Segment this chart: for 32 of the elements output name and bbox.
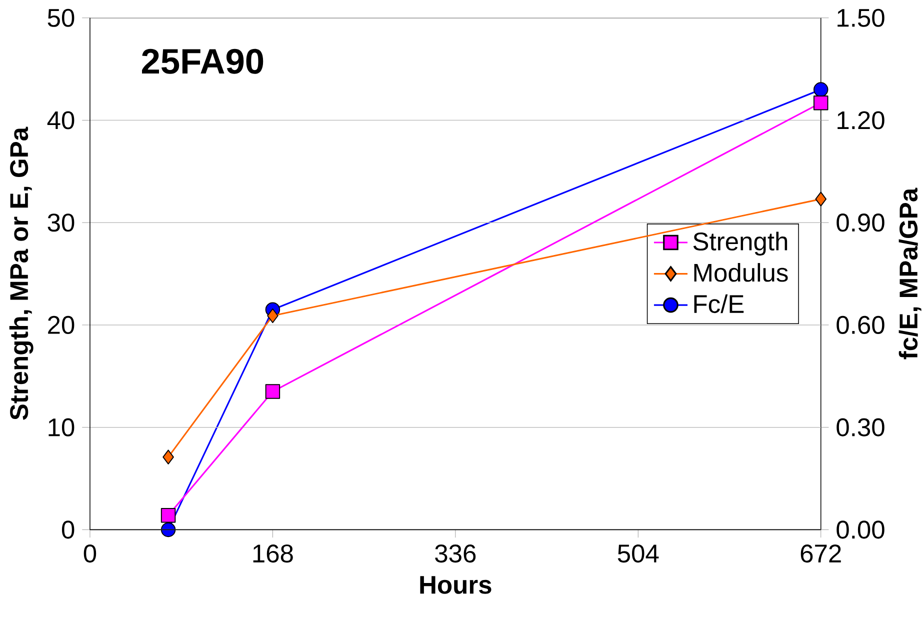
point xyxy=(160,508,176,523)
y-axis-title: Strength, MPa or E, GPa xyxy=(9,126,34,420)
x-axis-title: Hours xyxy=(420,576,492,594)
legend-label: Modulus xyxy=(694,263,788,282)
text: 25FA90 xyxy=(142,48,264,74)
point xyxy=(160,522,176,538)
point xyxy=(265,384,280,399)
y-tick-label: 0 xyxy=(62,520,74,539)
x-tick-label: 0 xyxy=(84,544,96,563)
y2-tick-label: 1.50 xyxy=(838,8,884,27)
y2-tick-label: 0.60 xyxy=(836,316,884,334)
y-tick-label: 30 xyxy=(48,214,74,232)
y-tick-label: 20 xyxy=(48,316,74,334)
y2-tick-label: 0.00 xyxy=(836,520,884,539)
legend-label: Strength xyxy=(693,232,788,256)
point xyxy=(815,192,827,206)
x-tick-label: 504 xyxy=(618,544,659,563)
y2-axis-title: fc/E, MPa/GPa xyxy=(898,188,922,360)
y-tick-label: 40 xyxy=(47,111,74,130)
y-tick-label: 10 xyxy=(48,418,74,436)
x-tick-label: 168 xyxy=(253,544,293,563)
point xyxy=(267,308,278,324)
x-tick-label: 336 xyxy=(435,544,476,563)
point xyxy=(162,450,174,464)
x-tick-label: 672 xyxy=(800,544,841,563)
y2-tick-label: 0.90 xyxy=(836,214,884,232)
point xyxy=(813,82,828,97)
point xyxy=(813,96,828,110)
legend-label: Fc/E xyxy=(694,294,744,314)
y-tick-label: 50 xyxy=(48,8,74,27)
y2-tick-label: 0.30 xyxy=(836,418,884,436)
y2-tick-label: 1.20 xyxy=(838,111,884,130)
